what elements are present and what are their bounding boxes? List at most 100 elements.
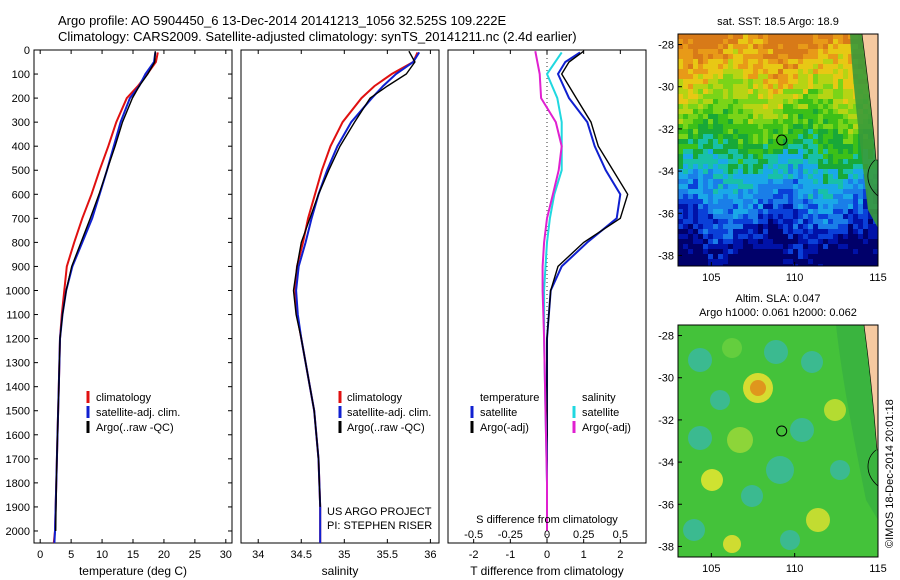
sst-cell <box>738 229 743 234</box>
sst-cell <box>813 94 818 99</box>
sst-cell <box>698 259 703 264</box>
sst-cell <box>768 209 773 214</box>
sst-cell <box>838 134 843 139</box>
sst-cell <box>793 169 798 174</box>
sst-cell <box>753 199 758 204</box>
sst-cell <box>678 89 683 94</box>
sst-cell <box>773 49 778 54</box>
sst-cell <box>698 244 703 249</box>
sst-cell <box>773 109 778 114</box>
sst-cell <box>733 104 738 109</box>
sst-cell <box>838 79 843 84</box>
sst-cell <box>853 139 858 144</box>
sst-cell <box>768 119 773 124</box>
sst-cell <box>798 199 803 204</box>
sst-cell <box>698 84 703 89</box>
sst-cell <box>803 184 808 189</box>
sst-cell <box>783 214 788 219</box>
sst-cell <box>788 259 793 264</box>
sst-cell <box>703 249 708 254</box>
sst-cell <box>853 239 858 244</box>
x-tick-label: 1 <box>581 549 587 561</box>
sst-cell <box>768 164 773 169</box>
sst-cell <box>718 159 723 164</box>
sst-cell <box>693 139 698 144</box>
sst-cell <box>683 84 688 89</box>
sst-cell <box>768 159 773 164</box>
sst-cell <box>758 79 763 84</box>
sst-cell <box>858 179 863 184</box>
sst-cell <box>758 239 763 244</box>
map-y-tick-label: -32 <box>658 124 674 136</box>
sst-cell <box>803 194 808 199</box>
sst-cell <box>813 179 818 184</box>
sst-cell <box>678 119 683 124</box>
sst-cell <box>738 249 743 254</box>
sst-cell <box>733 114 738 119</box>
sst-cell <box>718 54 723 59</box>
sst-cell <box>753 84 758 89</box>
sst-cell <box>718 94 723 99</box>
sst-cell <box>818 184 823 189</box>
sla-anomaly-blob <box>830 460 850 480</box>
sst-cell <box>868 219 873 224</box>
map-y-tick-label: -36 <box>658 499 674 511</box>
sst-cell <box>778 54 783 59</box>
sst-cell <box>803 114 808 119</box>
sst-cell <box>693 144 698 149</box>
difference-legend: temperature salinity satellite Argo(-adj… <box>470 392 631 434</box>
sst-cell <box>688 44 693 49</box>
sst-cell <box>778 119 783 124</box>
sst-cell <box>833 189 838 194</box>
sst-cell <box>788 229 793 234</box>
sst-cell <box>728 264 733 266</box>
sst-cell <box>683 179 688 184</box>
sst-cell <box>713 34 718 39</box>
sla-map-title-2: Argo h1000: 0.061 h2000: 0.062 <box>699 307 857 319</box>
temperature-plot: 0100200300400500600700800900100011001200… <box>6 45 232 561</box>
sst-cell <box>853 249 858 254</box>
sst-cell <box>698 204 703 209</box>
s-tick-label: 0.25 <box>573 529 594 541</box>
sst-cell <box>728 59 733 64</box>
sst-cell <box>818 259 823 264</box>
sst-cell <box>848 59 853 64</box>
sst-cell <box>758 114 763 119</box>
sst-cell <box>708 119 713 124</box>
sst-cell <box>698 219 703 224</box>
sst-cell <box>723 74 728 79</box>
sst-cell <box>698 254 703 259</box>
sst-cell <box>713 174 718 179</box>
sst-cell <box>768 44 773 49</box>
sst-cell <box>683 99 688 104</box>
sst-cell <box>733 164 738 169</box>
sst-cell <box>833 159 838 164</box>
sst-cell <box>718 174 723 179</box>
sst-cell <box>818 134 823 139</box>
sst-cell <box>758 89 763 94</box>
sst-cell <box>698 174 703 179</box>
sst-cell <box>738 264 743 266</box>
sst-cell <box>863 264 868 266</box>
sst-cell <box>813 214 818 219</box>
sst-cell <box>853 164 858 169</box>
sst-cell <box>823 84 828 89</box>
sst-cell <box>828 124 833 129</box>
sst-cell <box>683 134 688 139</box>
sst-cell <box>678 94 683 99</box>
sst-cell <box>713 39 718 44</box>
sst-cell <box>778 149 783 154</box>
sst-cell <box>753 129 758 134</box>
sst-cell <box>698 234 703 239</box>
sst-cell <box>708 164 713 169</box>
sst-cell <box>708 169 713 174</box>
sst-cell <box>708 229 713 234</box>
sst-cell <box>828 264 833 266</box>
sst-cell <box>808 114 813 119</box>
sst-cell <box>798 229 803 234</box>
sst-cell <box>698 264 703 266</box>
sst-cell <box>858 184 863 189</box>
sst-cell <box>853 219 858 224</box>
sst-cell <box>763 249 768 254</box>
sst-cell <box>803 169 808 174</box>
